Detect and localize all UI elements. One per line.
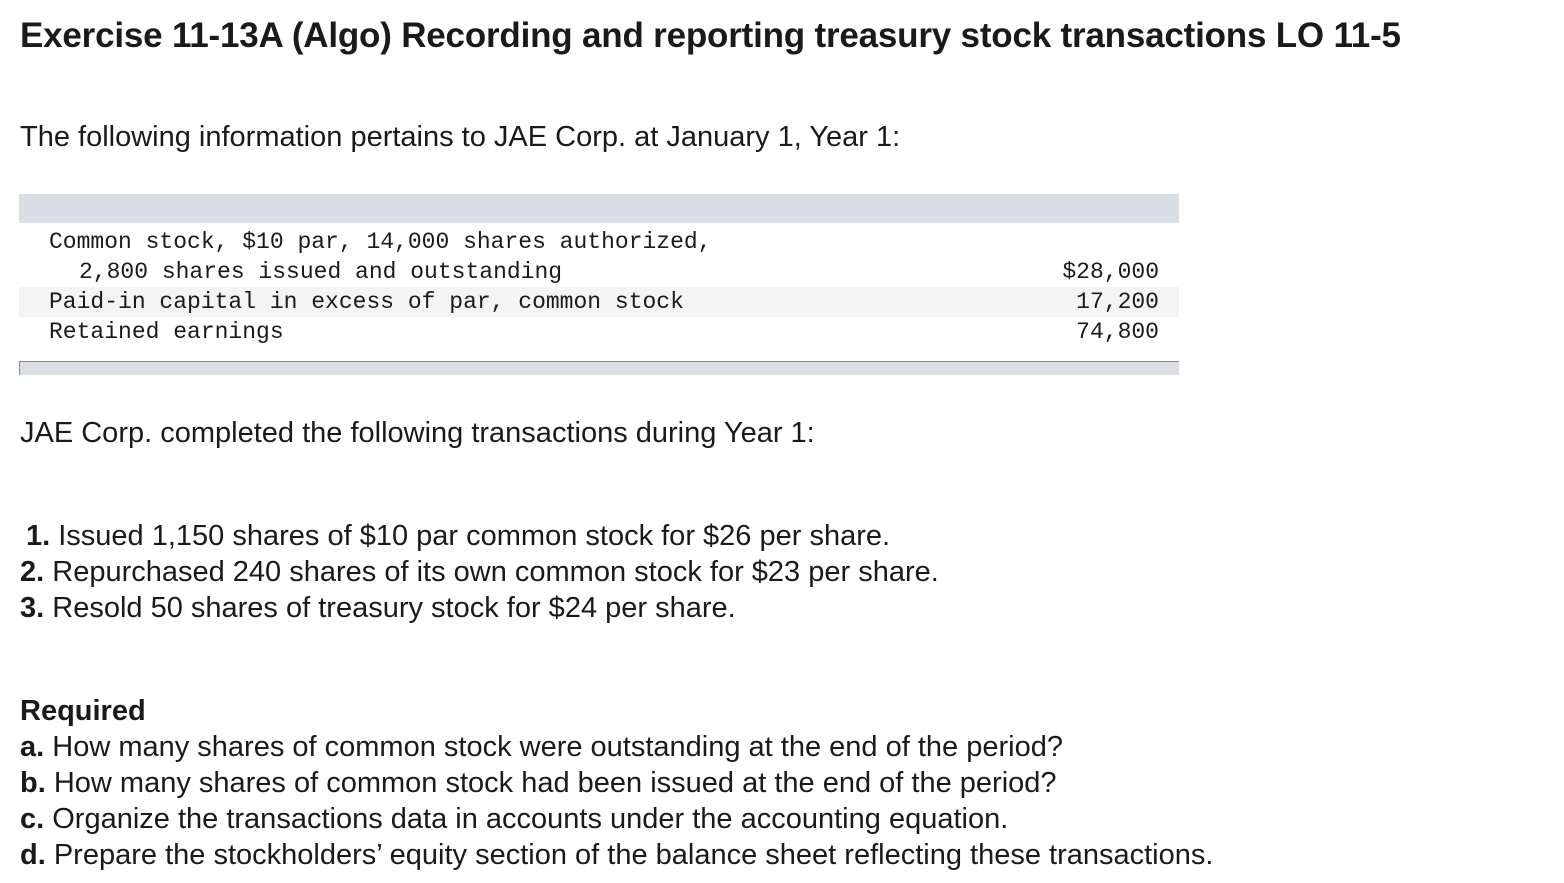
- list-item: 3. Resold 50 shares of treasury stock fo…: [20, 590, 939, 626]
- list-item: c. Organize the transactions data in acc…: [20, 801, 1213, 837]
- item-letter: d.: [20, 839, 46, 871]
- row-label: Paid-in capital in excess of par, common…: [19, 287, 1012, 317]
- table-header-bar: [19, 194, 1179, 223]
- list-item: 1. Issued 1,150 shares of $10 par common…: [20, 518, 939, 554]
- required-list: a. How many shares of common stock were …: [20, 729, 1213, 873]
- row-label: Common stock, $10 par, 14,000 shares aut…: [49, 229, 712, 255]
- table-footer-bar: [19, 361, 1179, 375]
- balances-grid: Common stock, $10 par, 14,000 shares aut…: [19, 227, 1179, 347]
- item-text: Issued 1,150 shares of $10 par common st…: [50, 520, 891, 552]
- item-number: 2.: [20, 556, 45, 588]
- row-label: Retained earnings: [49, 319, 284, 345]
- row-amount: $28,000: [1062, 259, 1159, 285]
- item-text: How many shares of common stock were out…: [44, 731, 1063, 763]
- list-item: a. How many shares of common stock were …: [20, 729, 1213, 765]
- row-label: 2,800 shares issued and outstanding: [79, 259, 563, 285]
- list-item: d. Prepare the stockholders’ equity sect…: [20, 837, 1213, 873]
- transactions-list: 1. Issued 1,150 shares of $10 par common…: [20, 518, 939, 626]
- table-row: 2,800 shares issued and outstanding $28,…: [19, 257, 1179, 287]
- table-row: Retained earnings 74,800: [19, 317, 1179, 347]
- item-number: 1.: [26, 520, 51, 552]
- item-text: Organize the transactions data in accoun…: [44, 803, 1009, 835]
- row-amount: [1012, 227, 1179, 257]
- item-text: Prepare the stockholders’ equity section…: [45, 839, 1214, 871]
- intro-text: The following information pertains to JA…: [20, 121, 901, 153]
- table-row: Common stock, $10 par, 14,000 shares aut…: [19, 227, 1179, 257]
- item-text: Resold 50 shares of treasury stock for $…: [44, 592, 736, 624]
- required-heading: Required: [20, 695, 146, 727]
- item-text: Repurchased 240 shares of its own common…: [44, 556, 939, 588]
- item-letter: b.: [20, 767, 46, 799]
- table-row: Paid-in capital in excess of par, common…: [19, 287, 1179, 317]
- row-amount: 74,800: [1076, 319, 1159, 345]
- transactions-intro: JAE Corp. completed the following transa…: [20, 417, 815, 449]
- row-amount: 17,200: [1011, 287, 1179, 317]
- item-letter: a.: [20, 731, 45, 763]
- list-item: b. How many shares of common stock had b…: [20, 765, 1213, 801]
- balances-table: Common stock, $10 par, 14,000 shares aut…: [19, 194, 1179, 375]
- page-title: Exercise 11-13A (Algo) Recording and rep…: [20, 16, 1401, 55]
- list-item: 2. Repurchased 240 shares of its own com…: [20, 554, 939, 590]
- item-letter: c.: [20, 803, 45, 835]
- item-number: 3.: [20, 592, 45, 624]
- item-text: How many shares of common stock had been…: [45, 767, 1057, 799]
